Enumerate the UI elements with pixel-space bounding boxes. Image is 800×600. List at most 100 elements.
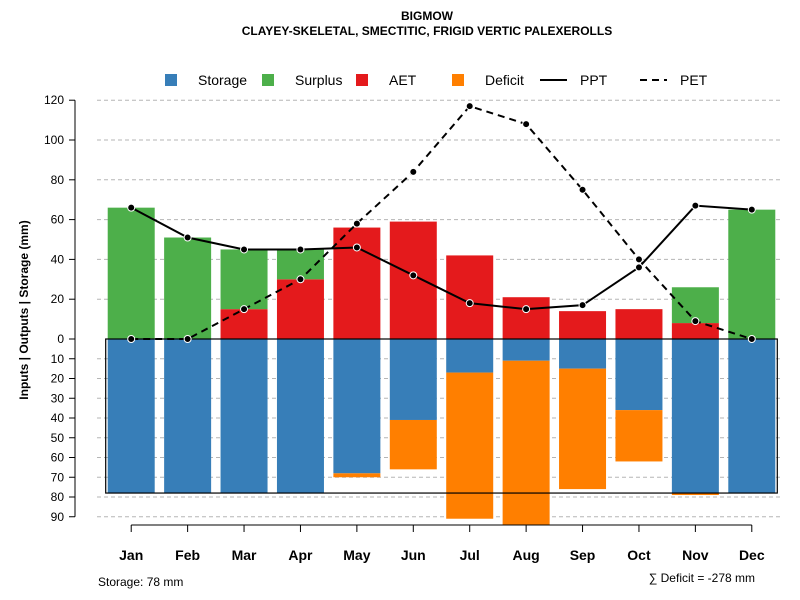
y-tick-label: 20 xyxy=(51,372,65,386)
ppt-point xyxy=(183,233,192,242)
ppt-point xyxy=(522,305,531,314)
y-tick-label: 120 xyxy=(44,93,64,107)
aet-bar xyxy=(671,323,719,339)
ppt-point xyxy=(747,205,756,214)
ppt-point xyxy=(578,301,587,310)
deficit-bar xyxy=(389,419,437,470)
series-lines xyxy=(127,102,756,343)
storage-bar xyxy=(276,339,324,494)
y-tick-label: 0 xyxy=(57,332,64,346)
pet-point xyxy=(127,335,136,343)
ppt-point xyxy=(691,201,700,210)
pet-point xyxy=(296,275,305,284)
x-tick-label: Nov xyxy=(682,547,709,563)
aet-bar xyxy=(446,255,494,339)
legend-label: AET xyxy=(389,72,417,88)
y-axis-label: Inputs | Outputs | Storage (mm) xyxy=(17,220,31,399)
x-tick-label: May xyxy=(343,547,370,563)
pet-line xyxy=(131,105,753,340)
y-tick-label: 30 xyxy=(51,391,65,405)
pet-point xyxy=(352,219,361,228)
storage-bar xyxy=(615,339,663,411)
x-tick-label: Feb xyxy=(175,547,200,563)
x-tick-label: Jun xyxy=(401,547,426,563)
ppt-point xyxy=(127,203,136,212)
surplus-bar xyxy=(220,249,268,310)
aet-bar xyxy=(502,297,550,339)
aet-bar xyxy=(615,309,663,339)
storage-bar xyxy=(107,339,155,494)
y-tick-label: 40 xyxy=(51,252,65,266)
x-tick-label: Dec xyxy=(739,547,765,563)
legend-label: Storage xyxy=(198,72,247,88)
aet-bar xyxy=(389,221,437,339)
deficit-bar xyxy=(671,493,719,496)
pet-point xyxy=(183,335,192,343)
ppt-point xyxy=(296,245,305,254)
aet-bar xyxy=(559,311,607,339)
aet-bar xyxy=(276,279,324,339)
y-tick-label: 70 xyxy=(51,470,65,484)
legend-swatch xyxy=(262,74,274,86)
y-tick-label: 50 xyxy=(51,431,65,445)
ppt-point xyxy=(409,271,418,280)
storage-bar xyxy=(164,339,212,494)
surplus-bar xyxy=(107,207,155,339)
storage-bar xyxy=(502,339,550,361)
bars xyxy=(105,207,778,525)
legend-label: Deficit xyxy=(485,72,524,88)
x-tick-label: Sep xyxy=(570,547,596,563)
axes: 0 20 40 60 80 100 120 10 20 30 40 50 60 70 80 90 Jan Feb M… xyxy=(44,93,765,563)
pet-point xyxy=(465,102,474,111)
deficit-bar xyxy=(615,410,663,462)
x-tick-label: Aug xyxy=(513,547,540,563)
y-tick-label: 40 xyxy=(51,411,65,425)
surplus-bar xyxy=(728,209,776,339)
y-tick-label: 80 xyxy=(51,173,65,187)
storage-bar xyxy=(446,339,494,373)
x-tick-label: Jan xyxy=(119,547,143,563)
y-tick-label: 60 xyxy=(51,451,65,465)
ppt-point xyxy=(240,245,249,254)
pet-point xyxy=(240,305,249,314)
legend-swatch xyxy=(165,74,177,86)
deficit-footnote: ∑ Deficit = -278 mm xyxy=(649,571,755,585)
ppt-point xyxy=(352,243,361,252)
ppt-line xyxy=(130,204,752,311)
chart-subtitle: CLAYEY-SKELETAL, SMECTITIC, FRIGID VERTI… xyxy=(242,24,612,38)
pet-point xyxy=(691,317,700,326)
x-tick-label: Jul xyxy=(460,547,480,563)
deficit-bar xyxy=(502,360,550,525)
y-tick-label: 10 xyxy=(51,352,65,366)
storage-capacity-outline xyxy=(105,338,778,494)
storage-bar xyxy=(559,339,607,369)
x-tick-label: Mar xyxy=(232,547,257,563)
ppt-point xyxy=(465,299,474,308)
legend-swatch xyxy=(356,74,368,86)
y-tick-label: 80 xyxy=(51,490,65,504)
storage-bar xyxy=(728,339,776,494)
x-tick-label: Apr xyxy=(288,547,313,563)
deficit-bar xyxy=(446,372,494,519)
pet-point xyxy=(578,185,587,194)
storage-bar xyxy=(671,339,719,494)
pet-point xyxy=(409,167,418,176)
ppt-point xyxy=(634,263,643,272)
storage-bar xyxy=(333,339,381,474)
aet-bar xyxy=(220,309,268,339)
deficit-bar xyxy=(559,368,607,490)
storage-bar xyxy=(220,339,268,494)
y-tick-label: 100 xyxy=(44,133,64,147)
y-tick-label: 20 xyxy=(51,292,65,306)
legend-label: PET xyxy=(680,72,708,88)
legend-label: PPT xyxy=(580,72,608,88)
deficit-bar xyxy=(333,473,381,478)
pet-point xyxy=(522,120,531,129)
storage-footnote: Storage: 78 mm xyxy=(98,575,183,589)
legend-label: Surplus xyxy=(295,72,342,88)
y-tick-label: 90 xyxy=(51,510,65,524)
storage-bar xyxy=(389,339,437,420)
pet-point xyxy=(634,255,643,264)
y-tick-label: 60 xyxy=(51,213,65,227)
